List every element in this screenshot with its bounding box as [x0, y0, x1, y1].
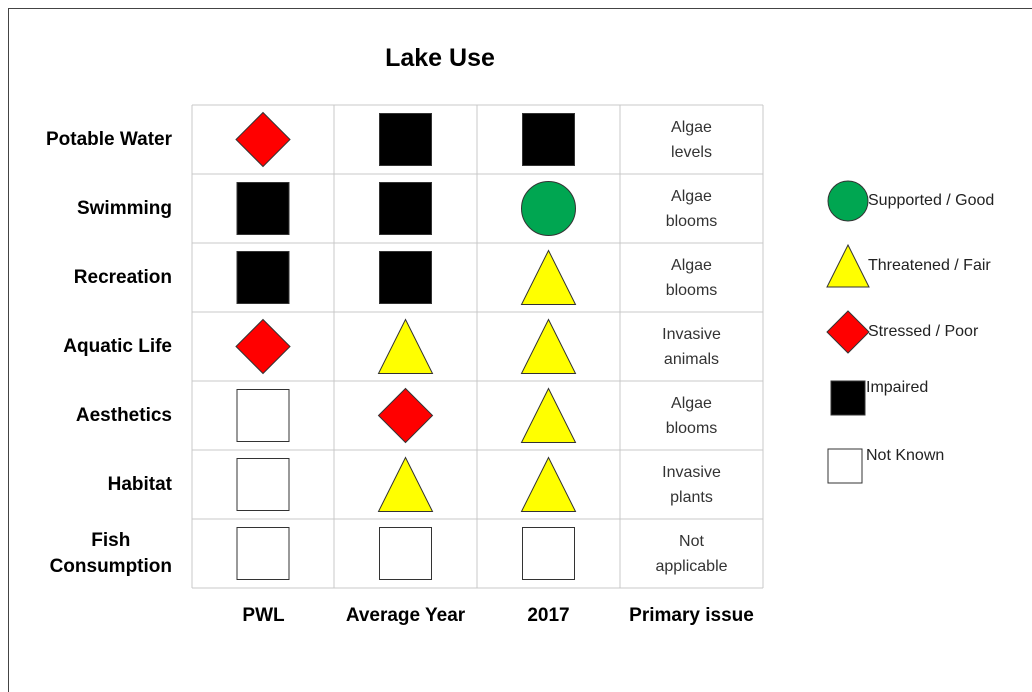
square-symbol — [236, 389, 290, 442]
triangle-symbol — [520, 387, 577, 443]
diamond-symbol — [235, 318, 291, 375]
legend-label-text: Threatened / Fair — [868, 257, 991, 274]
column-header-text: PWL — [242, 605, 285, 626]
row-label-text: Potable Water — [46, 128, 172, 150]
square-symbol — [379, 182, 432, 235]
square-symbol — [236, 527, 290, 580]
legend-label: Impaired — [866, 376, 928, 400]
row-label: Fish Consumption — [10, 519, 172, 588]
primary-issue-text: Algae levels — [671, 118, 712, 161]
triangle-symbol — [520, 249, 577, 305]
row-label: Aquatic Life — [10, 312, 172, 381]
column-header: Primary issue — [620, 600, 763, 632]
primary-issue-text: Algae blooms — [665, 394, 718, 437]
triangle-symbol — [520, 456, 577, 512]
primary-issue-text: Invasive plants — [662, 463, 721, 506]
column-header: Average Year — [334, 600, 477, 632]
column-header: PWL — [192, 600, 335, 632]
triangle-symbol — [377, 318, 434, 374]
square-symbol — [379, 527, 432, 580]
row-label-text: Aquatic Life — [63, 335, 172, 357]
primary-issue: Algae blooms — [620, 243, 763, 312]
legend-label: Not Known — [866, 444, 944, 468]
row-label-text: Recreation — [73, 266, 172, 288]
square-symbol — [830, 380, 866, 416]
column-header: 2017 — [477, 600, 620, 632]
primary-issue: Algae blooms — [620, 381, 763, 450]
row-label: Aesthetics — [10, 381, 172, 450]
triangle-symbol — [520, 318, 577, 374]
row-label: Recreation — [10, 243, 172, 312]
legend-label-text: Stressed / Poor — [868, 323, 979, 340]
legend-label: Stressed / Poor — [868, 320, 978, 344]
row-label-text: Aesthetics — [75, 404, 172, 426]
primary-issue-text: Not applicable — [655, 532, 728, 575]
primary-issue: Invasive animals — [620, 312, 763, 381]
square-symbol — [522, 527, 575, 580]
primary-issue: Not applicable — [620, 519, 763, 588]
legend-label-text: Impaired — [866, 379, 929, 396]
triangle-symbol — [826, 243, 870, 288]
primary-issue: Invasive plants — [620, 450, 763, 519]
legend-label-text: Supported / Good — [868, 192, 995, 209]
primary-issue-text: Algae blooms — [665, 256, 718, 299]
square-symbol — [827, 448, 863, 484]
circle-symbol — [521, 181, 576, 236]
square-symbol — [379, 113, 432, 166]
square-symbol — [236, 251, 290, 304]
circle-symbol — [827, 180, 869, 222]
square-symbol — [236, 458, 290, 511]
square-symbol — [522, 113, 575, 166]
primary-issue-text: Invasive animals — [662, 325, 721, 368]
primary-issue: Algae levels — [620, 105, 763, 174]
diamond-symbol — [377, 387, 434, 444]
row-label: Swimming — [10, 174, 172, 243]
row-label-text: Habitat — [107, 473, 172, 495]
square-symbol — [236, 182, 290, 235]
column-header-text: Primary issue — [629, 605, 754, 626]
column-header-text: Average Year — [345, 605, 466, 626]
frame — [8, 8, 1032, 692]
legend-label: Threatened / Fair — [868, 254, 991, 278]
column-header-text: 2017 — [527, 605, 570, 626]
diamond-symbol — [235, 111, 291, 168]
row-label: Potable Water — [10, 105, 172, 174]
title: Lake Use — [385, 43, 495, 72]
square-symbol — [379, 251, 432, 304]
primary-issue-text: Algae blooms — [665, 187, 718, 230]
row-label: Habitat — [10, 450, 172, 519]
legend-label: Supported / Good — [868, 189, 994, 213]
row-label-text: Fish Consumption — [49, 529, 172, 577]
row-label-text: Swimming — [76, 197, 172, 219]
diamond-symbol — [826, 310, 870, 354]
legend-label-text: Not Known — [866, 447, 945, 464]
primary-issue: Algae blooms — [620, 174, 763, 243]
triangle-symbol — [377, 456, 434, 512]
